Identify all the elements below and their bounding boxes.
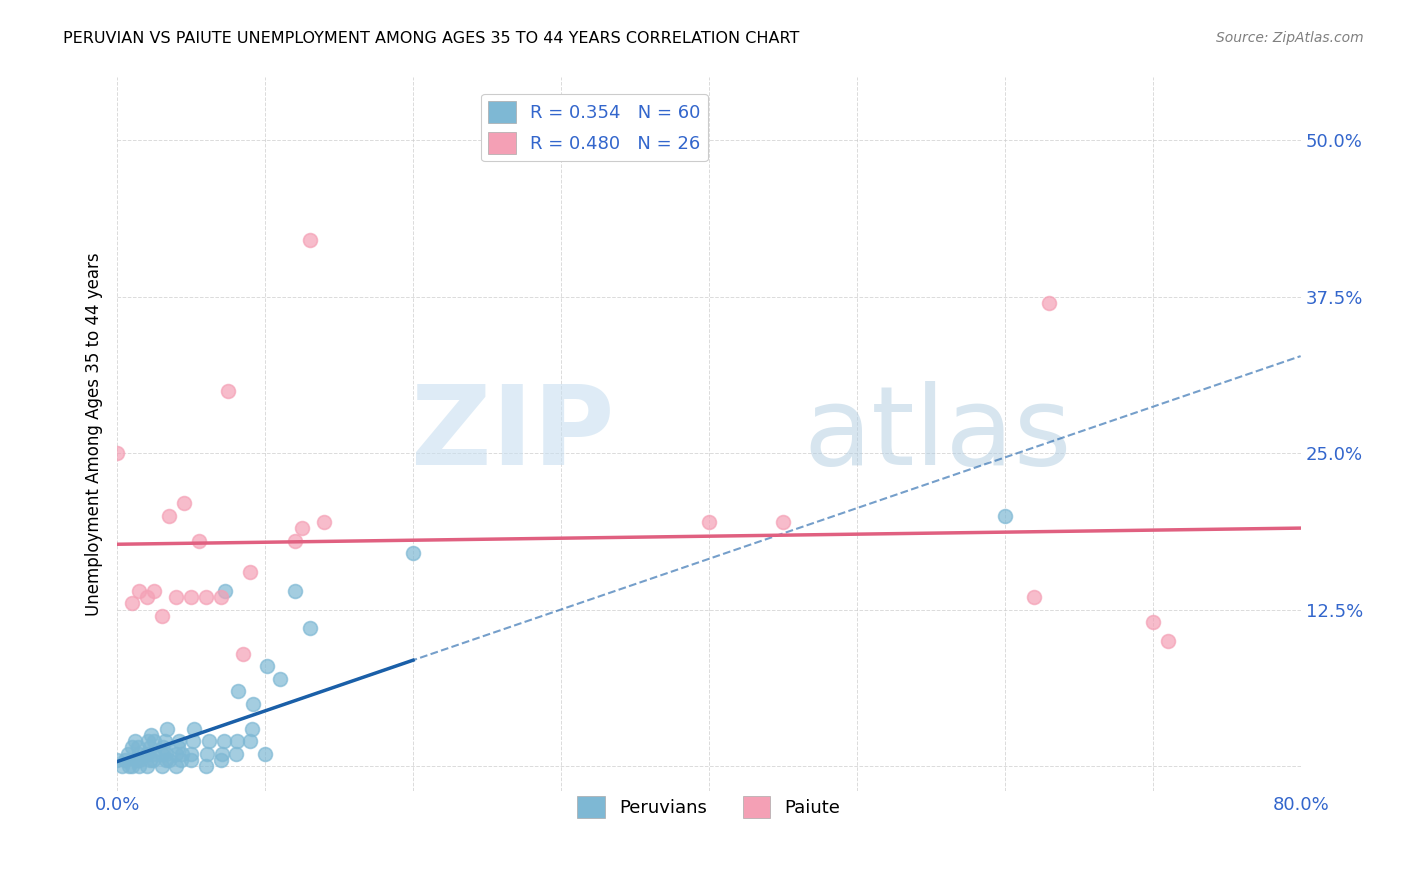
Point — [166, 740, 188, 755]
Point — [143, 747, 166, 761]
Point — [284, 533, 307, 548]
Point — [128, 759, 150, 773]
Point — [138, 740, 160, 755]
Point — [125, 753, 148, 767]
Point — [298, 622, 321, 636]
Text: PERUVIAN VS PAIUTE UNEMPLOYMENT AMONG AGES 35 TO 44 YEARS CORRELATION CHART: PERUVIAN VS PAIUTE UNEMPLOYMENT AMONG AG… — [63, 31, 800, 46]
Point — [180, 747, 202, 761]
Text: Source: ZipAtlas.com: Source: ZipAtlas.com — [1216, 31, 1364, 45]
Point — [180, 753, 202, 767]
Point — [153, 734, 176, 748]
Point — [135, 759, 157, 773]
Point — [169, 734, 191, 748]
Point — [155, 747, 177, 761]
Point — [114, 753, 136, 767]
Point — [1024, 590, 1046, 604]
Point — [217, 384, 239, 398]
Point — [198, 734, 221, 748]
Legend: Peruvians, Paiute: Peruvians, Paiute — [571, 789, 848, 825]
Point — [105, 753, 128, 767]
Y-axis label: Unemployment Among Ages 35 to 44 years: Unemployment Among Ages 35 to 44 years — [86, 252, 103, 616]
Point — [135, 747, 157, 761]
Point — [187, 533, 209, 548]
Point — [298, 233, 321, 247]
Point — [141, 728, 163, 742]
Point — [105, 446, 128, 460]
Point — [211, 747, 233, 761]
Point — [150, 759, 173, 773]
Point — [697, 515, 720, 529]
Point — [128, 753, 150, 767]
Point — [155, 753, 177, 767]
Point — [197, 747, 219, 761]
Point — [157, 753, 180, 767]
Point — [226, 734, 249, 748]
Point — [124, 734, 146, 748]
Point — [239, 565, 262, 579]
Point — [402, 546, 425, 560]
Point — [142, 753, 165, 767]
Point — [143, 583, 166, 598]
Point — [225, 747, 247, 761]
Point — [209, 753, 232, 767]
Point — [194, 759, 217, 773]
Point — [291, 521, 314, 535]
Point — [128, 583, 150, 598]
Point — [194, 590, 217, 604]
Point — [232, 647, 254, 661]
Point — [150, 609, 173, 624]
Point — [121, 597, 143, 611]
Point — [165, 747, 187, 761]
Point — [254, 747, 277, 761]
Point — [135, 590, 157, 604]
Point — [209, 590, 232, 604]
Point — [284, 583, 307, 598]
Point — [121, 759, 143, 773]
Point — [170, 753, 193, 767]
Point — [150, 747, 173, 761]
Point — [1038, 296, 1060, 310]
Point — [1142, 615, 1164, 630]
Point — [772, 515, 794, 529]
Point — [136, 734, 159, 748]
Point — [143, 734, 166, 748]
Point — [181, 734, 204, 748]
Point — [314, 515, 336, 529]
Point — [242, 697, 264, 711]
Point — [172, 747, 194, 761]
Point — [127, 740, 149, 755]
Point — [1156, 634, 1178, 648]
Point — [128, 747, 150, 761]
Point — [214, 583, 236, 598]
Point — [152, 740, 174, 755]
Point — [228, 684, 250, 698]
Text: ZIP: ZIP — [411, 381, 614, 488]
Point — [212, 734, 235, 748]
Point — [121, 740, 143, 755]
Point — [165, 590, 187, 604]
Point — [118, 759, 141, 773]
Point — [239, 734, 262, 748]
Point — [157, 508, 180, 523]
Point — [180, 590, 202, 604]
Point — [156, 722, 179, 736]
Point — [165, 759, 187, 773]
Point — [240, 722, 263, 736]
Text: atlas: atlas — [804, 381, 1073, 488]
Point — [256, 659, 278, 673]
Point — [173, 496, 195, 510]
Point — [111, 759, 134, 773]
Point — [117, 747, 139, 761]
Point — [994, 508, 1017, 523]
Point — [269, 672, 291, 686]
Point — [183, 722, 205, 736]
Point — [138, 753, 160, 767]
